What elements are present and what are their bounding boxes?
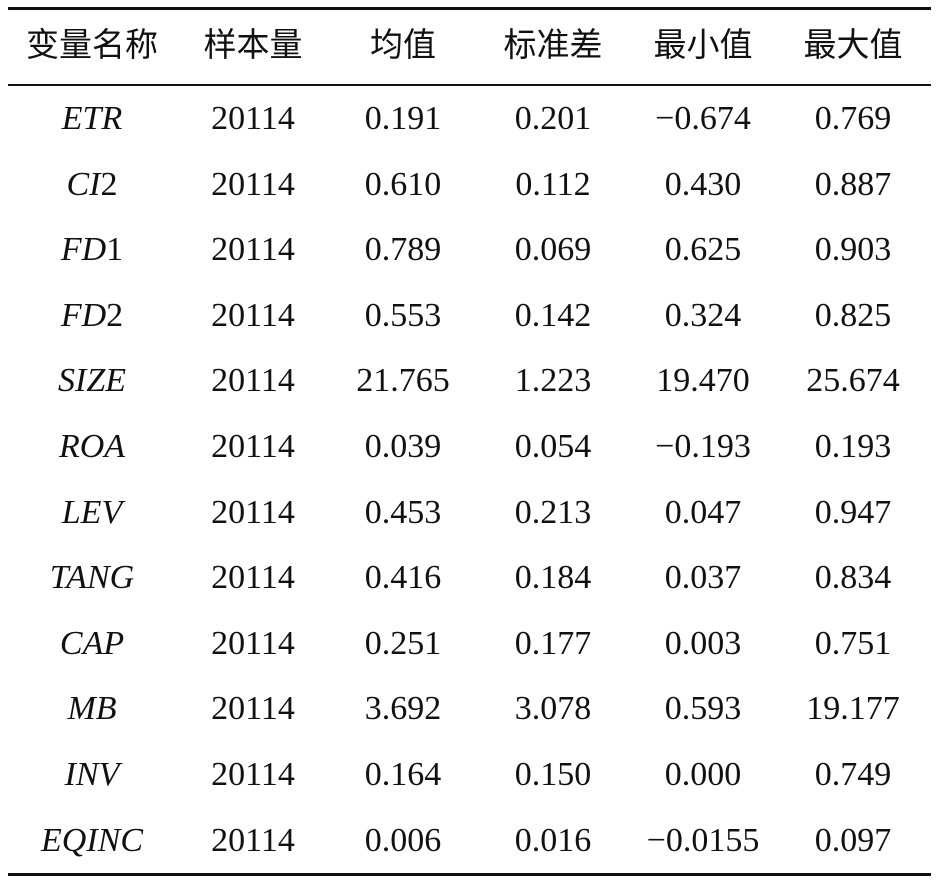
value-cell: 0.054 bbox=[514, 428, 592, 465]
value-cell: 0.191 bbox=[364, 100, 442, 137]
value-cell: 0.097 bbox=[814, 821, 892, 859]
variable-name: FD1 bbox=[60, 231, 124, 269]
value-cell: 0.430 bbox=[664, 165, 742, 203]
value-cell: 0.834 bbox=[814, 559, 892, 597]
variable-name: INV bbox=[64, 756, 120, 793]
value-cell: 0.324 bbox=[664, 296, 742, 334]
value-cell: 20114 bbox=[211, 296, 295, 334]
value-cell: 0.142 bbox=[514, 296, 592, 334]
value-cell: −0.674 bbox=[655, 100, 751, 137]
value-cell: 19.177 bbox=[806, 690, 900, 728]
value-cell: 1.223 bbox=[514, 362, 592, 400]
value-cell: −0.193 bbox=[655, 428, 751, 465]
value-cell: 0.751 bbox=[814, 624, 892, 662]
value-cell: 3.078 bbox=[514, 690, 592, 728]
value-cell: 20114 bbox=[211, 165, 295, 203]
value-cell: 20114 bbox=[211, 624, 295, 662]
value-cell: 0.610 bbox=[364, 165, 442, 203]
variable-name: LEV bbox=[61, 493, 123, 531]
value-cell: 20114 bbox=[211, 493, 295, 531]
value-cell: 0.039 bbox=[364, 428, 442, 465]
value-cell: 0.825 bbox=[814, 296, 892, 334]
bottom-rule bbox=[8, 873, 931, 876]
header-cell: 最小值 bbox=[653, 28, 753, 64]
value-cell: 0.150 bbox=[514, 756, 592, 793]
value-cell: −0.0155 bbox=[646, 821, 760, 859]
variable-name: FD2 bbox=[60, 296, 124, 334]
value-cell: 0.213 bbox=[514, 493, 592, 531]
value-cell: 3.692 bbox=[364, 690, 442, 728]
value-cell: 0.749 bbox=[814, 756, 892, 793]
value-cell: 20114 bbox=[211, 231, 295, 269]
value-cell: 0.047 bbox=[664, 493, 742, 531]
header-cell: 均值 bbox=[370, 28, 436, 64]
value-cell: 0.069 bbox=[514, 231, 592, 269]
header-cell: 变量名称 bbox=[26, 28, 158, 64]
value-cell: 20114 bbox=[211, 559, 295, 597]
value-cell: 0.887 bbox=[814, 165, 892, 203]
value-cell: 25.674 bbox=[806, 362, 900, 400]
value-cell: 0.006 bbox=[364, 821, 442, 859]
value-cell: 21.765 bbox=[356, 362, 450, 400]
header-cell: 最大值 bbox=[803, 28, 903, 64]
value-cell: 20114 bbox=[211, 690, 295, 728]
value-cell: 0.193 bbox=[814, 428, 892, 465]
value-cell: 0.947 bbox=[814, 493, 892, 531]
header-rule bbox=[8, 84, 931, 86]
value-cell: 0.003 bbox=[664, 624, 742, 662]
variable-name: CI2 bbox=[66, 165, 118, 203]
value-cell: 0.000 bbox=[664, 756, 742, 793]
value-cell: 20114 bbox=[211, 100, 295, 137]
header-cell: 样本量 bbox=[203, 28, 303, 64]
value-cell: 0.553 bbox=[364, 296, 442, 334]
variable-name: ROA bbox=[58, 428, 126, 465]
value-cell: 0.251 bbox=[364, 624, 442, 662]
value-cell: 0.112 bbox=[515, 165, 591, 203]
variable-name: EQINC bbox=[41, 821, 143, 859]
value-cell: 0.789 bbox=[364, 231, 442, 269]
value-cell: 20114 bbox=[211, 362, 295, 400]
value-cell: 0.037 bbox=[664, 559, 742, 597]
value-cell: 19.470 bbox=[656, 362, 750, 400]
top-rule bbox=[8, 7, 931, 10]
header-cell: 标准差 bbox=[503, 28, 603, 64]
value-cell: 0.593 bbox=[664, 690, 742, 728]
value-cell: 0.625 bbox=[664, 231, 742, 269]
value-cell: 0.453 bbox=[364, 493, 442, 531]
value-cell: 0.164 bbox=[364, 756, 442, 793]
value-cell: 0.903 bbox=[814, 231, 892, 269]
value-cell: 20114 bbox=[211, 756, 295, 793]
variable-name: MB bbox=[67, 690, 117, 728]
value-cell: 20114 bbox=[211, 428, 295, 465]
variable-name: TANG bbox=[49, 559, 135, 597]
value-cell: 0.177 bbox=[514, 624, 592, 662]
value-cell: 0.016 bbox=[514, 821, 592, 859]
variable-name: CAP bbox=[59, 624, 125, 662]
value-cell: 20114 bbox=[211, 821, 295, 859]
value-cell: 0.769 bbox=[814, 100, 892, 137]
value-cell: 0.416 bbox=[364, 559, 442, 597]
value-cell: 0.184 bbox=[514, 559, 592, 597]
variable-name: ETR bbox=[61, 100, 123, 137]
variable-name: SIZE bbox=[58, 362, 126, 400]
value-cell: 0.201 bbox=[514, 100, 592, 137]
